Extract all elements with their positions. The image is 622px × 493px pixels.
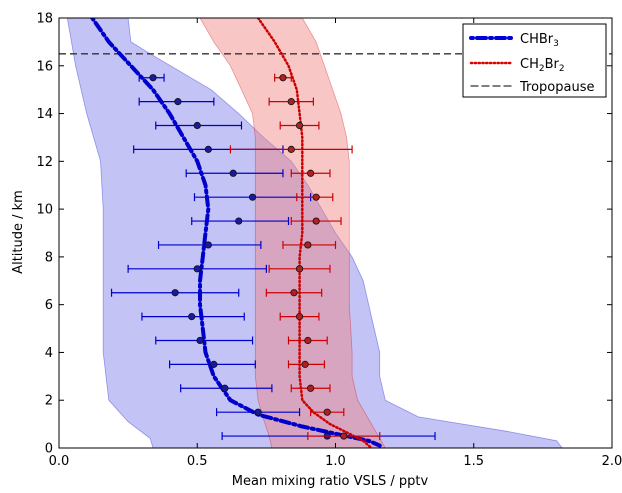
x-axis-label: Mean mixing ratio VSLS / pptv: [232, 474, 429, 489]
data-point-CHBr3: [171, 289, 179, 297]
data-point-CH2Br2: [295, 121, 304, 130]
y-tick-label: 14: [36, 107, 53, 122]
legend-subscript: 3: [553, 39, 559, 49]
data-point-CHBr3: [210, 360, 218, 368]
data-point-CHBr3: [174, 98, 182, 106]
legend-subscript: 2: [559, 64, 565, 74]
data-point-CHBr3: [196, 336, 204, 345]
data-point-CH2Br2: [323, 408, 331, 416]
y-tick-label: 12: [36, 155, 53, 170]
y-tick-label: 8: [45, 250, 53, 265]
x-tick-label: 1.0: [325, 454, 346, 469]
data-point-CH2Br2: [340, 432, 348, 440]
data-point-CH2Br2: [312, 193, 320, 201]
y-tick-label: 2: [45, 394, 53, 409]
legend-label: CHBr3: [520, 32, 559, 49]
legend-box: [462, 23, 607, 98]
data-point-CH2Br2: [307, 384, 315, 392]
data-point-CH2Br2: [295, 265, 304, 273]
data-point-CH2Br2: [304, 336, 312, 345]
data-point-CHBr3: [235, 217, 243, 225]
legend-text: Br: [545, 57, 560, 72]
data-point-CH2Br2: [287, 98, 295, 106]
legend-label: Tropopause: [519, 80, 594, 95]
axes: 0.0 0.5 1.0 1.5 2.0 0 2 4 6 8 10 12 14 16 18: [36, 12, 622, 470]
data-point-CHBr3: [248, 193, 257, 201]
data-point-CH2Br2: [301, 360, 309, 368]
data-point-CH2Br2: [287, 145, 295, 153]
data-point-CH2Br2: [279, 74, 287, 82]
legend-label: CH2Br2: [520, 57, 565, 74]
x-tick-label: 0.0: [49, 454, 70, 469]
data-point-CHBr3: [188, 313, 196, 321]
data-point-CHBr3: [193, 265, 201, 273]
y-tick-label: 10: [36, 203, 53, 218]
x-tick-label: 1.5: [463, 454, 484, 469]
y-tick-label: 0: [45, 442, 53, 457]
data-point-CHBr3: [221, 384, 229, 392]
legend-text: Tropopause: [519, 80, 594, 95]
data-point-CH2Br2: [295, 313, 304, 321]
legend-text: CH: [520, 57, 539, 72]
x-tick-label: 0.5: [187, 454, 208, 469]
data-point-CHBr3: [204, 145, 212, 153]
data-point-CHBr3: [193, 121, 201, 130]
y-tick-label: 4: [45, 346, 53, 361]
y-axis-label: Altitude / km: [11, 190, 26, 274]
y-tick-label: 16: [36, 59, 53, 74]
legend-text: CHBr: [520, 32, 554, 47]
data-point-CH2Br2: [312, 217, 320, 225]
legend-subscript: 2: [539, 64, 545, 74]
data-point-CHBr3: [204, 241, 212, 249]
data-point-CHBr3: [229, 169, 237, 177]
y-tick-label: 18: [36, 12, 53, 27]
error-bars: [110, 73, 436, 441]
data-point-CHBr3: [149, 74, 157, 82]
y-tick-label: 6: [45, 298, 53, 313]
data-point-CH2Br2: [304, 241, 312, 249]
data-point-CH2Br2: [307, 169, 315, 177]
data-point-CHBr3: [254, 408, 262, 416]
x-tick-label: 2.0: [602, 454, 622, 469]
data-point-CH2Br2: [290, 289, 298, 297]
